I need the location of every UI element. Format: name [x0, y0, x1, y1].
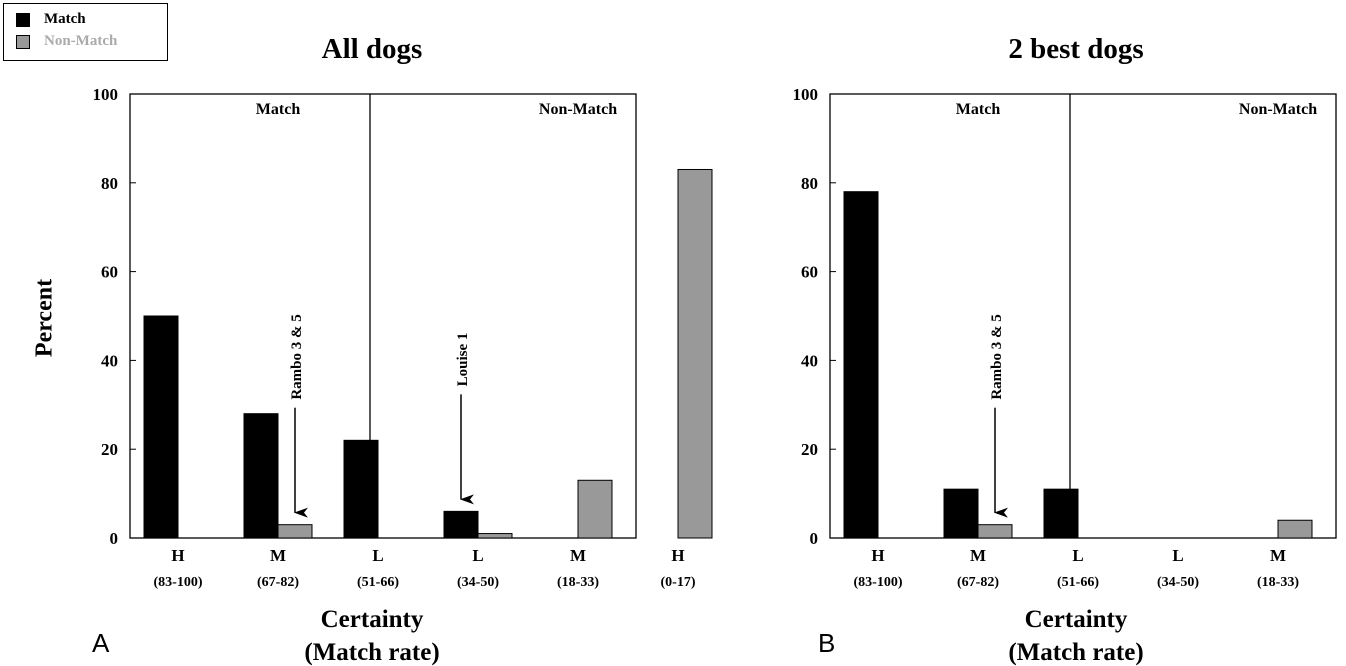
x-tick-range: (83-100): [154, 575, 203, 590]
section-label-match: Match: [956, 101, 1001, 118]
plot-frame: [829, 93, 1337, 539]
x-tick-range: (0-17): [661, 575, 696, 590]
x-tick-range: (18-33): [557, 575, 599, 590]
bar-non-match-4: [1277, 519, 1313, 539]
x-tick-label: M: [570, 546, 586, 565]
y-tick-label: 40: [801, 351, 818, 370]
x-tick-label: M: [1270, 546, 1286, 565]
chart-title: All dogs: [322, 33, 423, 65]
bar-match-2: [1043, 488, 1079, 539]
bar-non-match-1: [277, 524, 313, 539]
x-tick-label: L: [1072, 546, 1083, 565]
x-axis-title: Certainty: [1025, 606, 1128, 633]
bar-non-match-4: [577, 479, 613, 539]
x-tick-label: M: [270, 546, 286, 565]
y-tick-label: 100: [93, 85, 119, 104]
legend-label-non-match: Non-Match: [44, 33, 118, 49]
panel-letter-b: B: [818, 628, 836, 658]
bar-non-match-1: [977, 524, 1013, 539]
y-tick-label: 0: [110, 529, 119, 548]
chart-panel-a: All dogs Match Non-Match 0 20 40 60 80 100 H (83-1…: [93, 33, 713, 666]
bar-match-1: [243, 413, 279, 539]
x-tick-label: H: [871, 546, 884, 565]
x-tick-range: (83-100): [854, 575, 903, 590]
x-axis-subtitle: (Match rate): [1008, 639, 1143, 666]
y-tick-label: 20: [101, 440, 118, 459]
x-tick-label: M: [970, 546, 986, 565]
annotation-label: Rambo 3 & 5: [289, 314, 305, 399]
x-tick-range: (51-66): [357, 575, 399, 590]
bar-match-0: [143, 315, 179, 539]
y-tick-label: 20: [801, 440, 818, 459]
y-tick-label: 80: [101, 174, 118, 193]
legend-swatch-non-match: [16, 34, 30, 49]
x-axis-subtitle: (Match rate): [304, 639, 439, 666]
bar-match-1: [943, 488, 979, 539]
x-tick-range: (18-33): [1257, 575, 1299, 590]
x-tick-label: H: [671, 546, 684, 565]
plot-frame: [129, 93, 637, 539]
x-tick-range: (67-82): [257, 575, 299, 590]
annotation-label: Rambo 3 & 5: [989, 314, 1005, 399]
legend-label-match: Match: [44, 11, 86, 27]
x-tick-range: (34-50): [1157, 575, 1199, 590]
y-tick-label: 80: [801, 174, 818, 193]
x-axis-title: Certainty: [321, 606, 424, 633]
y-tick-label: 60: [101, 263, 118, 282]
bar-match-3: [443, 510, 479, 539]
section-label-match: Match: [256, 101, 301, 118]
x-tick-label: L: [472, 546, 483, 565]
chart-panel-b: 2 best dogs Match Non-Match 0 20 40 60 80 100 H (8…: [793, 33, 1337, 666]
y-tick-label: 40: [101, 351, 118, 370]
y-tick-label: 60: [801, 263, 818, 282]
x-tick-label: H: [171, 546, 184, 565]
section-label-non-match: Non-Match: [1239, 101, 1317, 118]
section-label-non-match: Non-Match: [539, 101, 617, 118]
y-tick-label: 100: [793, 85, 819, 104]
legend: Match Non-Match: [3, 3, 168, 61]
bar-non-match-3: [477, 533, 513, 539]
x-tick-range: (34-50): [457, 575, 499, 590]
legend-swatch-match: [16, 12, 30, 27]
legend-item-match: Match: [16, 11, 86, 28]
x-tick-label: L: [372, 546, 383, 565]
annotation-label: Louise 1: [455, 333, 471, 387]
legend-item-non-match: Non-Match: [16, 33, 117, 50]
bar-non-match-5: [677, 168, 713, 539]
y-tick-label: 0: [810, 529, 819, 548]
bar-match-0: [843, 191, 879, 539]
chart-title: 2 best dogs: [1008, 33, 1143, 65]
x-tick-range: (51-66): [1057, 575, 1099, 590]
x-tick-range: (67-82): [957, 575, 999, 590]
x-tick-label: L: [1172, 546, 1183, 565]
panel-letter-a: A: [92, 628, 110, 658]
bar-match-2: [343, 439, 379, 539]
